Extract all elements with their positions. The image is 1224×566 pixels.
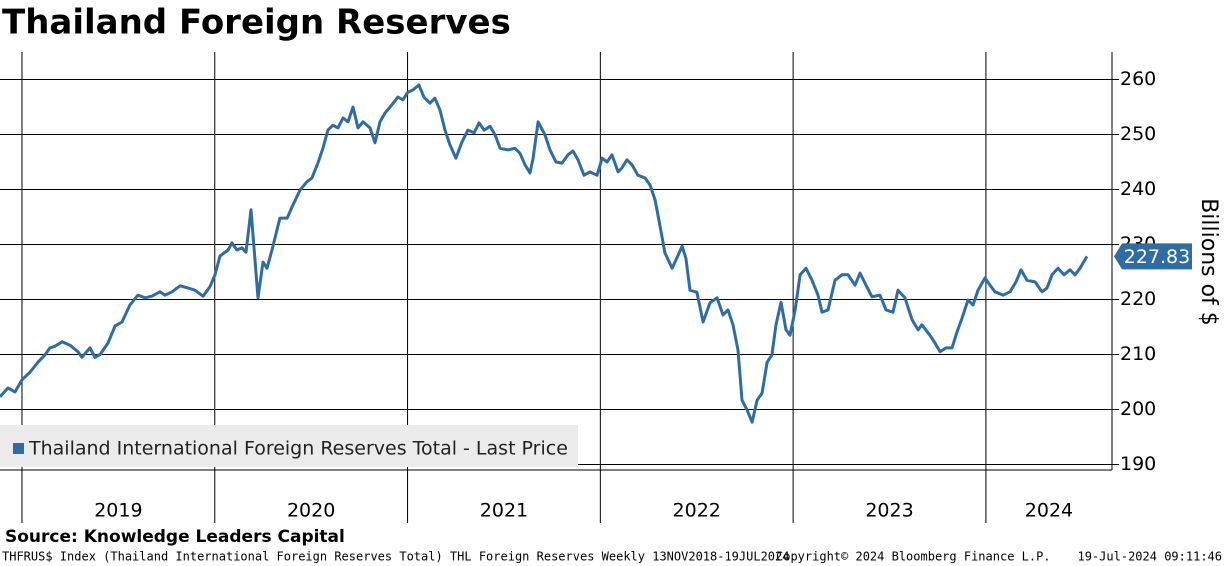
y-tick-label: 200 xyxy=(1120,398,1156,420)
source: Source: Knowledge Leaders Capital xyxy=(5,527,345,547)
legend-box xyxy=(0,425,578,467)
x-tick-label: 2019 xyxy=(94,500,142,522)
x-tick-label: 2021 xyxy=(480,500,528,522)
x-tick-label: 2022 xyxy=(673,500,721,522)
footer-right: 19-Jul-2024 09:11:46 xyxy=(1078,550,1223,564)
legend-label: Thailand International Foreign Reserves … xyxy=(28,438,568,460)
y-tick-label: 220 xyxy=(1120,288,1156,310)
last-value-tag xyxy=(1114,243,1192,270)
chart-title: Thailand Foreign Reserves xyxy=(2,3,511,43)
last-value-label: 227.83 xyxy=(1124,246,1190,268)
x-tick-label: 2020 xyxy=(287,500,335,522)
footer-left: THFRUS$ Index (Thailand International Fo… xyxy=(2,550,789,564)
y-tick-label: 240 xyxy=(1120,178,1156,200)
footer-center: Copyright© 2024 Bloomberg Finance L.P. xyxy=(776,550,1051,564)
y-tick-label: 190 xyxy=(1120,453,1156,475)
y-axis-label: Billions of $ xyxy=(1196,198,1221,326)
series-line xyxy=(0,83,1089,424)
x-tick-label: 2023 xyxy=(865,500,913,522)
legend-swatch xyxy=(13,443,24,454)
y-tick-label: 260 xyxy=(1120,68,1156,90)
legend: Thailand International Foreign Reserves … xyxy=(0,425,578,467)
x-tick-label: 2024 xyxy=(1025,500,1073,522)
y-tick-label: 250 xyxy=(1120,123,1156,145)
y-tick-label: 210 xyxy=(1120,343,1156,365)
